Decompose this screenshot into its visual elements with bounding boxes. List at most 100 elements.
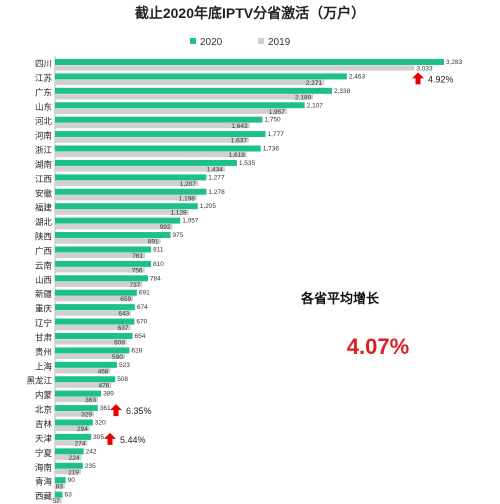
category-labels: 四川江苏广东山东河北河南浙江湖南江西安徽福建湖北陕西广西云南山西新疆重庆辽宁甘肃…	[26, 59, 52, 502]
category-label: 江西	[35, 174, 52, 184]
value-label-2020: 1,777	[268, 131, 285, 138]
category-label: 天津	[35, 433, 53, 443]
category-label: 北京	[35, 405, 52, 415]
value-label-2019: 219	[68, 469, 79, 476]
value-label-2019: 1,643	[231, 123, 248, 130]
bar-2020	[55, 59, 444, 65]
category-label: 西藏	[35, 491, 53, 501]
value-label-2020: 1,750	[264, 117, 281, 124]
category-label: 江苏	[35, 73, 53, 83]
category-label: 四川	[35, 59, 52, 69]
value-label-2019: 737	[129, 282, 140, 289]
bar-2020	[55, 332, 133, 339]
bar-2019	[55, 310, 132, 316]
bar-2019	[55, 281, 143, 287]
value-label-2020: 1,205	[200, 203, 217, 210]
bar-2019	[55, 469, 81, 475]
value-label-2020: 654	[134, 333, 145, 340]
value-label-2019: 3,033	[416, 66, 433, 73]
bar-2020	[55, 246, 152, 253]
value-label-2020: 305	[93, 434, 104, 441]
bar-2020	[55, 390, 102, 397]
summary-value: 4.07%	[347, 334, 409, 359]
value-label-2020: 90	[68, 477, 76, 484]
value-label-2020: 670	[136, 319, 147, 326]
bar-2019	[55, 122, 250, 129]
value-label-2020: 975	[173, 232, 184, 239]
bar-2020	[55, 347, 130, 354]
category-label: 广西	[35, 246, 52, 256]
category-label: 山西	[35, 275, 52, 285]
bar-2020	[55, 102, 305, 109]
value-label-2019: 2,271	[306, 80, 323, 87]
bar-2019	[55, 94, 314, 100]
value-label-2020: 242	[86, 448, 97, 455]
value-label-2019: 756	[132, 267, 143, 274]
bar-2020	[55, 361, 117, 368]
value-label-2020: 235	[85, 463, 96, 470]
bar-2019	[55, 180, 199, 186]
legend-label-2019: 2019	[268, 37, 291, 48]
up-arrow-icon	[412, 72, 424, 85]
bar-2020	[55, 477, 66, 484]
category-label: 福建	[35, 203, 53, 213]
value-label-2020: 508	[117, 376, 128, 383]
category-label: 上海	[35, 361, 53, 371]
value-label-2019: 329	[81, 412, 92, 419]
category-label: 辽宁	[35, 318, 52, 328]
value-label-2019: 57	[53, 498, 61, 504]
value-label-2020: 1,535	[239, 160, 256, 167]
category-label: 甘肃	[35, 332, 53, 342]
value-label-2020: 63	[64, 492, 72, 499]
bar-2020	[55, 275, 148, 282]
value-label-2020: 523	[119, 362, 130, 369]
value-label-2020: 3,283	[446, 59, 463, 66]
category-label: 重庆	[35, 304, 53, 314]
value-label-2019: 224	[69, 455, 80, 462]
value-label-2019: 274	[75, 440, 86, 447]
bar-2020	[55, 188, 207, 195]
category-label: 湖北	[35, 217, 53, 227]
bar-2019	[55, 267, 145, 273]
value-label-2019: 1,619	[229, 152, 246, 159]
value-label-2019: 891	[148, 239, 159, 246]
value-label-2020: 691	[139, 290, 150, 297]
value-label-2019: 761	[132, 253, 143, 260]
value-label-2019: 2,180	[295, 94, 312, 101]
bar-2019	[55, 382, 112, 388]
value-label-2020: 784	[150, 275, 161, 282]
up-arrow-icon	[110, 404, 122, 417]
bar-2019	[55, 324, 131, 331]
bar-2020	[55, 217, 181, 224]
category-label: 山东	[35, 102, 52, 112]
bar-2019	[55, 440, 88, 446]
value-label-2020: 2,338	[334, 88, 351, 95]
growth-annotation: 4.92%	[412, 72, 454, 85]
bar-2019	[55, 296, 134, 302]
category-label: 内蒙	[35, 390, 53, 400]
value-label-2019: 83	[56, 484, 64, 491]
category-label: 陕西	[35, 232, 52, 242]
value-label-2020: 389	[103, 391, 114, 398]
bar-2020	[55, 419, 93, 426]
bar-2020	[55, 87, 333, 94]
value-label-2019: 643	[118, 311, 129, 318]
category-label: 黑龙江	[26, 376, 52, 386]
value-label-2020: 810	[153, 261, 164, 268]
bar-2019	[55, 238, 161, 244]
bar-2019	[55, 454, 82, 460]
category-label: 河南	[35, 131, 52, 141]
category-label: 吉林	[35, 419, 53, 429]
value-label-2020: 320	[95, 420, 106, 427]
summary-label: 各省平均增长	[300, 291, 380, 306]
legend-swatch-2019	[258, 38, 264, 44]
category-label: 云南	[35, 260, 52, 270]
bar-2020	[55, 462, 83, 469]
bar-2019	[55, 353, 125, 359]
bar-2020	[55, 260, 151, 267]
value-label-2020: 628	[131, 347, 142, 354]
category-label: 新疆	[35, 289, 53, 299]
growth-label: 5.44%	[120, 435, 146, 445]
category-label: 浙江	[35, 145, 53, 155]
